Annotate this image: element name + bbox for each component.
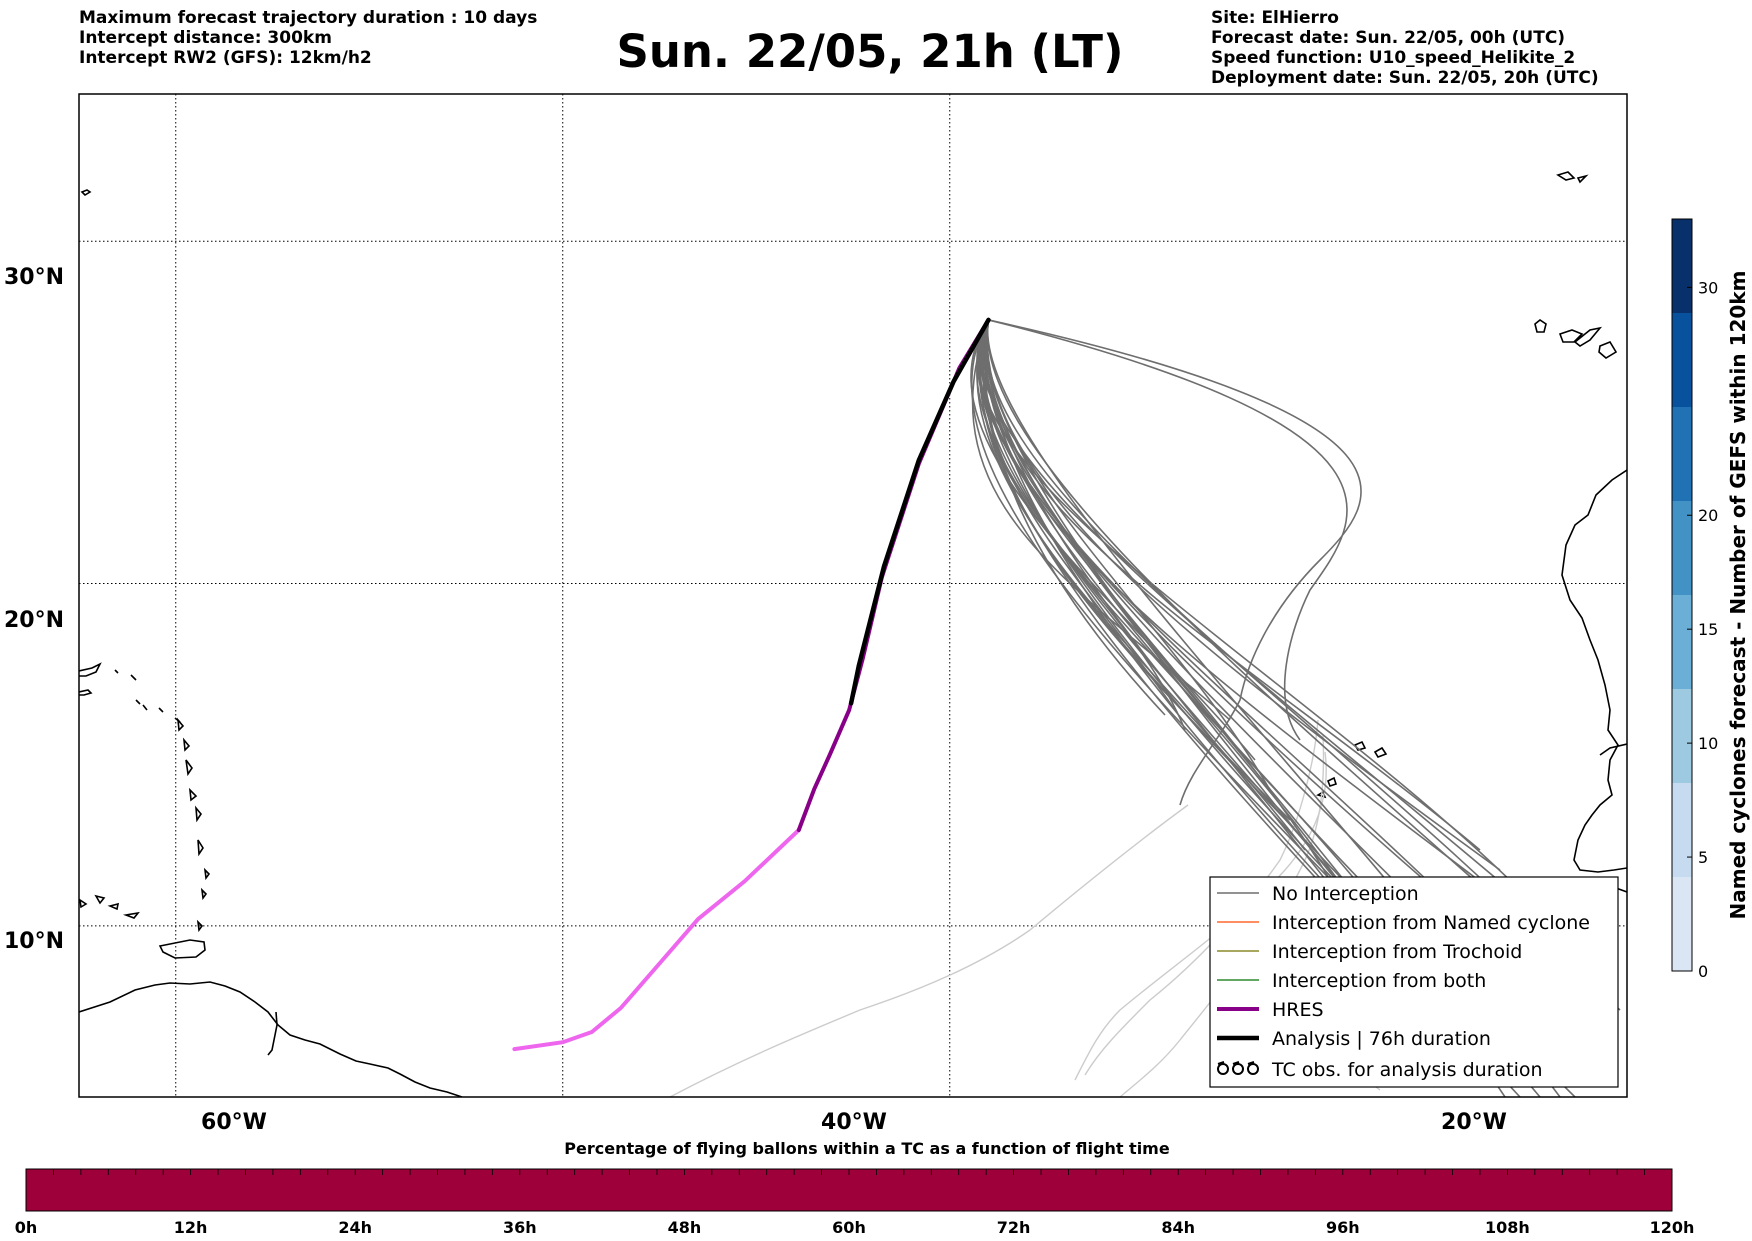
legend-box — [1209, 876, 1619, 1088]
no-interception-track — [984, 319, 1481, 851]
no-interception-track — [988, 319, 1348, 741]
lat-label-30n: 30°N — [4, 265, 64, 290]
lon-label-40w: 40°W — [821, 1110, 887, 1135]
colorbar-band — [1672, 313, 1692, 407]
no-interception-track — [979, 319, 1546, 921]
legend-label: No Interception — [1272, 883, 1419, 905]
lesser-antilles — [176, 717, 211, 933]
percentage-bar-tick-label: 12h — [174, 1218, 208, 1237]
intercept-distance-text: Intercept distance: 300km — [79, 28, 332, 48]
colorbar-tick-label: 20 — [1698, 506, 1718, 525]
named-cyclones-colorbar: 0 5 10 15 20 30 Named cyclones forecast - Num… — [1671, 218, 1750, 981]
colorbar-band — [1672, 407, 1692, 501]
colorbar-tick-label: 10 — [1698, 734, 1718, 753]
percentage-bar-tick-label: 108h — [1485, 1218, 1530, 1237]
colorbar-ticks: 0 5 10 15 20 30 — [1687, 278, 1718, 981]
lon-label-60w: 60°W — [201, 1110, 267, 1135]
max-duration-text: Maximum forecast trajectory duration : 1… — [79, 8, 538, 28]
legend-item-both: Interception from both — [1217, 970, 1486, 992]
analysis-track — [848, 317, 991, 706]
west-africa-coast — [1561, 469, 1627, 873]
deployment-date-text: Deployment date: Sun. 22/05, 20h (UTC) — [1211, 68, 1599, 88]
colorbar-bands — [1672, 219, 1692, 971]
legend-label: HRES — [1272, 999, 1324, 1021]
percentage-bar-title: Percentage of flying ballons within a TC… — [564, 1139, 1170, 1158]
no-interception-track — [977, 319, 1526, 896]
colorbar-band — [1672, 689, 1692, 783]
lat-label-20n: 20°N — [4, 608, 64, 633]
colorbar-tick-label: 5 — [1698, 848, 1708, 867]
legend-label: TC obs. for analysis duration — [1271, 1059, 1543, 1081]
cabo-verde-islands — [1316, 740, 1388, 799]
forecast-date-text: Forecast date: Sun. 22/05, 00h (UTC) — [1211, 28, 1566, 48]
percentage-bar-tick-label: 120h — [1650, 1218, 1695, 1237]
colorbar-label: Named cyclones forecast - Number of GEFS… — [1726, 271, 1750, 920]
percentage-bar-tick-label: 84h — [1161, 1218, 1195, 1237]
legend-item-named-cyclone: Interception from Named cyclone — [1217, 912, 1590, 934]
graticule — [79, 94, 1627, 1097]
percentage-bar-tick-label: 0h — [15, 1218, 38, 1237]
no-interception-track — [986, 319, 1501, 871]
colorbar-frame — [1671, 218, 1693, 972]
legend-label: Analysis | 76h duration — [1272, 1028, 1491, 1050]
latitude-labels: 30°N 20°N 10°N — [4, 265, 64, 954]
percentage-bar: 0h 12h 24h 36h 48h 60h 72h 84h 96h 108h 120h — [15, 1168, 1695, 1237]
colorbar-tick-label: 30 — [1698, 278, 1718, 297]
intercept-rw2-text: Intercept RW2 (GFS): 12km/h2 — [79, 48, 372, 68]
legend-item-hres: HRES — [1217, 999, 1324, 1021]
colorbar-band — [1672, 219, 1692, 313]
percentage-bar-tick-label: 48h — [668, 1218, 702, 1237]
colorbar-tick-label: 15 — [1698, 620, 1718, 639]
legend-label: Interception from Trochoid — [1272, 941, 1522, 963]
legend-item-analysis: Analysis | 76h duration — [1217, 1028, 1491, 1050]
no-interception-track — [982, 319, 1571, 951]
greater-antilles — [79, 662, 102, 677]
colorbar-band — [1672, 877, 1692, 971]
percentage-bar-ticks: 0h 12h 24h 36h 48h 60h 72h 84h 96h 108h 120h — [15, 1218, 1695, 1237]
percentage-bar-tick-label: 60h — [832, 1218, 866, 1237]
no-interception-track — [985, 319, 1596, 991]
longitude-labels: 60°W 40°W 20°W — [201, 1110, 1507, 1135]
legend: No Interception Interception from Named … — [1209, 876, 1619, 1088]
legend-item-tc-obs: TC obs. for analysis duration — [1217, 1059, 1543, 1081]
legend-item-no-interception: No Interception — [1217, 883, 1419, 905]
no-interception-track — [970, 319, 1256, 761]
percentage-bar-minor-ticks — [25, 1169, 1673, 1175]
site-text: Site: ElHierro — [1211, 8, 1339, 28]
south-america-coast — [79, 981, 463, 1097]
legend-label: Interception from both — [1272, 970, 1486, 992]
percentage-bar-tick-label: 36h — [503, 1218, 537, 1237]
no-interception-track — [988, 319, 1362, 806]
percentage-bar-tick-label: 24h — [338, 1218, 372, 1237]
lat-label-10n: 10°N — [4, 929, 64, 954]
page-title: Sun. 22/05, 21h (LT) — [616, 25, 1124, 78]
percentage-bar-tick-label: 72h — [997, 1218, 1031, 1237]
hres-track-late — [512, 828, 801, 1052]
legend-item-trochoid: Interception from Trochoid — [1217, 941, 1522, 963]
no-interception-track — [970, 319, 1351, 901]
colorbar-band — [1672, 783, 1692, 877]
speed-function-text: Speed function: U10_speed_Helikite_2 — [1211, 48, 1576, 68]
canary-islands — [1534, 319, 1618, 359]
colorbar-band — [1672, 595, 1692, 689]
colorbar-tick-label: 0 — [1698, 962, 1708, 981]
colorbar-band — [1672, 501, 1692, 595]
legend-label: Interception from Named cyclone — [1272, 912, 1590, 934]
percentage-bar-tick-label: 96h — [1326, 1218, 1360, 1237]
map-frame — [78, 93, 1628, 1098]
no-interception-tracks — [970, 319, 1621, 1097]
map-panel[interactable]: No Interception Interception from Named … — [78, 93, 1628, 1098]
trinidad-coast — [158, 939, 206, 959]
header-left-info: Maximum forecast trajectory duration : 1… — [79, 8, 537, 68]
madeira-islands — [1556, 171, 1589, 184]
percentage-bar-fill — [25, 1168, 1673, 1212]
header-right-info: Site: ElHierro Forecast date: Sun. 22/05… — [1211, 8, 1599, 88]
lon-label-20w: 20°W — [1441, 1110, 1507, 1135]
tc-symbol-icon — [1217, 1061, 1259, 1075]
